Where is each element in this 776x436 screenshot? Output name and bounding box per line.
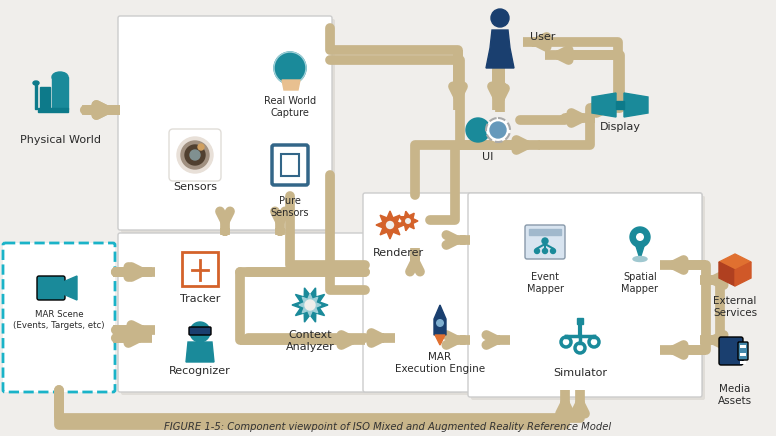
Circle shape [550,249,556,253]
Bar [52,77,68,109]
Polygon shape [186,342,214,362]
Polygon shape [719,262,735,286]
Polygon shape [282,80,300,90]
FancyBboxPatch shape [363,193,702,392]
FancyBboxPatch shape [121,19,335,233]
Circle shape [177,137,213,173]
Text: Event
Mapper: Event Mapper [526,272,563,294]
Text: Media
Assets: Media Assets [718,384,752,406]
FancyBboxPatch shape [3,243,115,392]
Circle shape [490,122,506,138]
Polygon shape [399,211,418,231]
Polygon shape [592,93,616,117]
Text: Real World
Capture: Real World Capture [264,96,316,119]
Polygon shape [624,93,648,117]
Polygon shape [63,276,77,300]
FancyBboxPatch shape [37,276,65,300]
Polygon shape [299,294,321,316]
Polygon shape [635,243,645,259]
Circle shape [307,302,314,308]
FancyBboxPatch shape [471,196,705,400]
FancyBboxPatch shape [189,327,211,335]
Circle shape [305,300,315,310]
Text: Simulator: Simulator [553,368,607,378]
FancyBboxPatch shape [719,337,743,365]
Text: Context
Analyzer: Context Analyzer [286,330,334,352]
Circle shape [589,337,599,347]
Circle shape [630,227,650,247]
FancyBboxPatch shape [169,129,221,181]
Circle shape [575,343,585,353]
Polygon shape [486,30,514,68]
FancyBboxPatch shape [118,233,462,392]
FancyBboxPatch shape [738,342,748,360]
Bar [40,87,50,109]
Bar [38,108,68,112]
Text: MAR Scene
(Events, Targets, etc): MAR Scene (Events, Targets, etc) [13,310,105,330]
Circle shape [181,141,209,169]
Text: Spatial
Mapper: Spatial Mapper [622,272,659,294]
Polygon shape [376,211,404,239]
FancyBboxPatch shape [118,16,332,230]
Polygon shape [435,335,445,345]
Bar [740,361,746,364]
FancyBboxPatch shape [366,196,705,395]
Ellipse shape [633,256,647,262]
Circle shape [491,9,509,27]
Ellipse shape [52,72,68,82]
Text: UI: UI [483,152,494,162]
Ellipse shape [33,81,39,85]
Text: Tracker: Tracker [180,294,220,304]
Circle shape [561,337,571,347]
FancyBboxPatch shape [468,193,702,397]
Bar [577,318,583,324]
FancyBboxPatch shape [272,145,308,185]
Bar [740,353,746,356]
Circle shape [198,144,204,150]
Circle shape [542,249,548,253]
Bar [529,229,561,235]
Circle shape [190,322,210,342]
Circle shape [535,249,539,253]
Circle shape [466,118,490,142]
Text: External
Services: External Services [713,296,757,318]
Circle shape [386,221,394,229]
Circle shape [636,233,644,241]
Circle shape [190,150,200,160]
Polygon shape [434,305,446,335]
Text: Display: Display [600,122,640,132]
Polygon shape [292,288,328,322]
Polygon shape [735,262,751,286]
Text: MAR
Execution Engine: MAR Execution Engine [395,352,485,375]
Circle shape [436,319,444,327]
FancyBboxPatch shape [121,236,465,395]
Circle shape [405,218,411,224]
Circle shape [274,52,306,84]
Text: Sensors: Sensors [173,182,217,192]
Circle shape [486,118,510,142]
Polygon shape [719,254,751,270]
Bar [182,252,218,286]
Circle shape [185,145,205,165]
Text: Renderer: Renderer [372,248,424,258]
Circle shape [542,238,548,244]
Text: User: User [530,32,556,42]
Bar [281,154,299,176]
Text: Pure
Sensors: Pure Sensors [271,196,310,218]
Circle shape [305,300,315,310]
Text: Physical World: Physical World [19,135,101,145]
FancyBboxPatch shape [525,225,565,259]
Bar [740,345,746,348]
Text: FIGURE 1-5: Component viewpoint of ISO Mixed and Augmented Reality Reference Mod: FIGURE 1-5: Component viewpoint of ISO M… [165,422,611,432]
Text: Recognizer: Recognizer [169,366,231,376]
Bar [35,83,37,109]
Bar [616,101,624,109]
